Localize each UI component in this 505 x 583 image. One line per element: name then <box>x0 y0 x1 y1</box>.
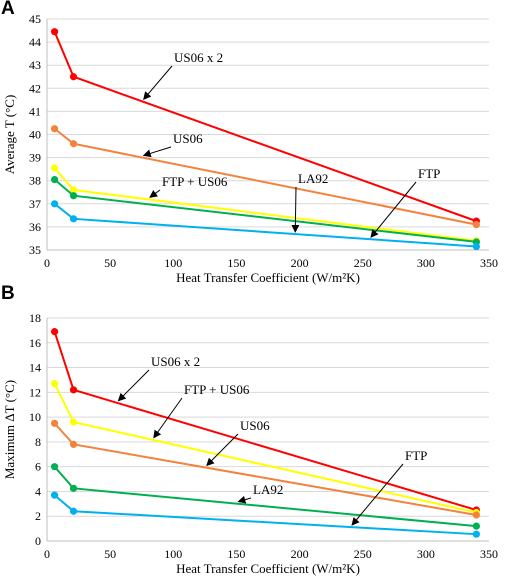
chart-b-point-us06-x-2 <box>50 328 59 336</box>
chart-a-x-axis-title: Heat Transfer Coefficient (W/m²K) <box>176 270 360 285</box>
chart-b-annotation-arrow-ftp-us06 <box>153 397 183 439</box>
chart-b-point-la92 <box>69 507 78 515</box>
chart-a-point-ftp-us06 <box>69 186 78 194</box>
chart-a-annotation-arrow-la92 <box>291 186 300 233</box>
chart-b-point-us06-x-2 <box>69 386 78 394</box>
chart-b-point-us06 <box>69 440 78 448</box>
chart-a-x-tick-label: 50 <box>104 256 116 270</box>
chart-b-point-la92 <box>50 491 59 499</box>
chart-a-annotation-la92: LA92 <box>298 171 328 186</box>
chart-b-series-line-us06 <box>53 422 477 516</box>
chart-a-x-tick-label: 100 <box>164 256 182 270</box>
chart-b-annotation-us06-x-2: US06 x 2 <box>151 354 200 369</box>
chart-a-point-ftp-us06 <box>50 164 59 172</box>
chart-b-y-tick-label: 2 <box>35 509 41 523</box>
chart-a-series-line-ftp-us06 <box>53 167 477 242</box>
chart-b-point-ftp <box>50 463 59 471</box>
chart-b-y-tick-label: 16 <box>29 336 41 350</box>
chart-a-point-us06 <box>69 140 78 148</box>
chart-b-annotation-arrow-la92 <box>237 495 252 504</box>
chart-a-y-tick-label: 42 <box>29 81 41 95</box>
chart-b-point-us06 <box>50 419 59 427</box>
chart-b-annotation-ftp-us06: FTP + US06 <box>184 382 250 397</box>
chart-a-point-la92 <box>472 242 480 251</box>
chart-b-point-us06 <box>472 511 480 519</box>
chart-b-annotation-arrow-us06 <box>206 433 239 467</box>
chart-b-x-tick-label: 100 <box>164 547 182 561</box>
chart-a-point-ftp <box>50 175 59 184</box>
chart-b-annotation-ftp: FTP <box>405 448 427 463</box>
chart-b-annotation-arrow-ftp <box>351 463 404 526</box>
chart-a-annotation-arrow-us06-x-2 <box>143 65 173 100</box>
chart-a-annotation-us06-x-2: US06 x 2 <box>174 50 223 65</box>
chart-b-y-tick-label: 12 <box>29 385 41 399</box>
chart-b-x-tick-label: 0 <box>44 547 50 561</box>
chart-a-point-ftp <box>69 192 78 200</box>
chart-a-annotation-arrow-us06 <box>142 146 172 158</box>
chart-b-y-tick-label: 18 <box>29 311 41 325</box>
chart-b: 0 2 4 6 8 10 12 14 16 18 0 50 100 150 200 250 300 350 Heat… <box>2 311 498 576</box>
chart-a-x-tick-label: 200 <box>291 256 309 270</box>
chart-b-point-ftp <box>472 522 480 530</box>
chart-b-x-axis-title: Heat Transfer Coefficient (W/m²K) <box>176 561 360 576</box>
chart-b-x-tick-label: 50 <box>104 547 116 561</box>
chart-b-y-axis-title: Maximum ΔT (°C) <box>2 380 17 479</box>
panel-label-b: B <box>1 283 15 304</box>
chart-a-x-tick-label: 250 <box>354 256 372 270</box>
chart-a-y-tick-label: 35 <box>29 243 41 257</box>
chart-a-point-us06 <box>472 220 480 229</box>
chart-b-y-tick-label: 0 <box>35 534 41 548</box>
chart-b-x-tick-label: 150 <box>227 547 245 561</box>
chart-a-x-tick-label: 350 <box>480 256 498 270</box>
chart-b-x-tick-label: 350 <box>480 547 498 561</box>
chart-b-y-tick-label: 10 <box>29 410 41 424</box>
chart-a-point-us06-x-2 <box>50 28 59 36</box>
chart-b-annotation-us06: US06 <box>240 418 270 433</box>
chart-b-x-tick-label: 200 <box>291 547 309 561</box>
chart-a-annotation-ftp-us06: FTP + US06 <box>162 174 228 189</box>
chart-a-y-tick-label: 45 <box>29 12 41 26</box>
panel-label-a: A <box>1 0 15 19</box>
chart-a-x-tick-label: 150 <box>227 256 245 270</box>
chart-a-point-la92 <box>69 215 78 223</box>
chart-a: 35 36 37 38 39 40 41 42 43 44 45 0 50 100 150 200 250 300… <box>2 12 498 285</box>
chart-b-point-ftp-us06 <box>50 380 59 388</box>
chart-a-y-tick-label: 43 <box>29 58 41 72</box>
chart-a-y-tick-label: 36 <box>29 220 41 234</box>
chart-a-point-us06-x-2 <box>69 73 78 81</box>
chart-b-annotation-arrow-us06-x-2 <box>117 369 150 402</box>
chart-a-annotation-us06: US06 <box>173 131 203 146</box>
chart-b-point-ftp-us06 <box>69 418 78 426</box>
chart-b-point-la92 <box>472 530 480 538</box>
chart-b-point-ftp <box>69 484 78 492</box>
chart-b-y-tick-label: 6 <box>35 460 41 474</box>
chart-b-x-tick-label: 300 <box>417 547 435 561</box>
chart-a-series-line-us06-x-2 <box>53 31 477 223</box>
chart-a-annotation-arrow-ftp <box>370 181 417 238</box>
chart-a-series-line-us06 <box>53 127 477 226</box>
chart-a-y-tick-label: 41 <box>29 104 41 118</box>
chart-a-y-tick-label: 38 <box>29 174 41 188</box>
chart-a-x-tick-label: 0 <box>44 256 50 270</box>
chart-a-y-tick-label: 40 <box>29 128 41 142</box>
chart-a-point-us06 <box>50 125 59 133</box>
chart-b-x-tick-label: 250 <box>354 547 372 561</box>
chart-a-y-axis-title: Average T (°C) <box>2 95 17 175</box>
chart-a-x-tick-label: 300 <box>417 256 435 270</box>
chart-b-y-tick-label: 8 <box>35 435 41 449</box>
chart-a-y-tick-label: 37 <box>29 197 41 211</box>
chart-b-series-line-la92 <box>53 494 477 536</box>
chart-a-annotation-arrow-ftp-us06 <box>149 189 161 198</box>
chart-a-y-tick-label: 44 <box>29 35 41 49</box>
chart-a-series-line-la92 <box>53 203 477 248</box>
chart-a-annotation-ftp: FTP <box>418 166 440 181</box>
chart-b-annotation-la92: LA92 <box>253 482 283 497</box>
chart-a-y-tick-label: 39 <box>29 151 41 165</box>
chart-b-y-tick-label: 4 <box>35 484 41 498</box>
chart-b-y-tick-label: 14 <box>29 361 41 375</box>
chart-a-point-la92 <box>50 200 59 208</box>
